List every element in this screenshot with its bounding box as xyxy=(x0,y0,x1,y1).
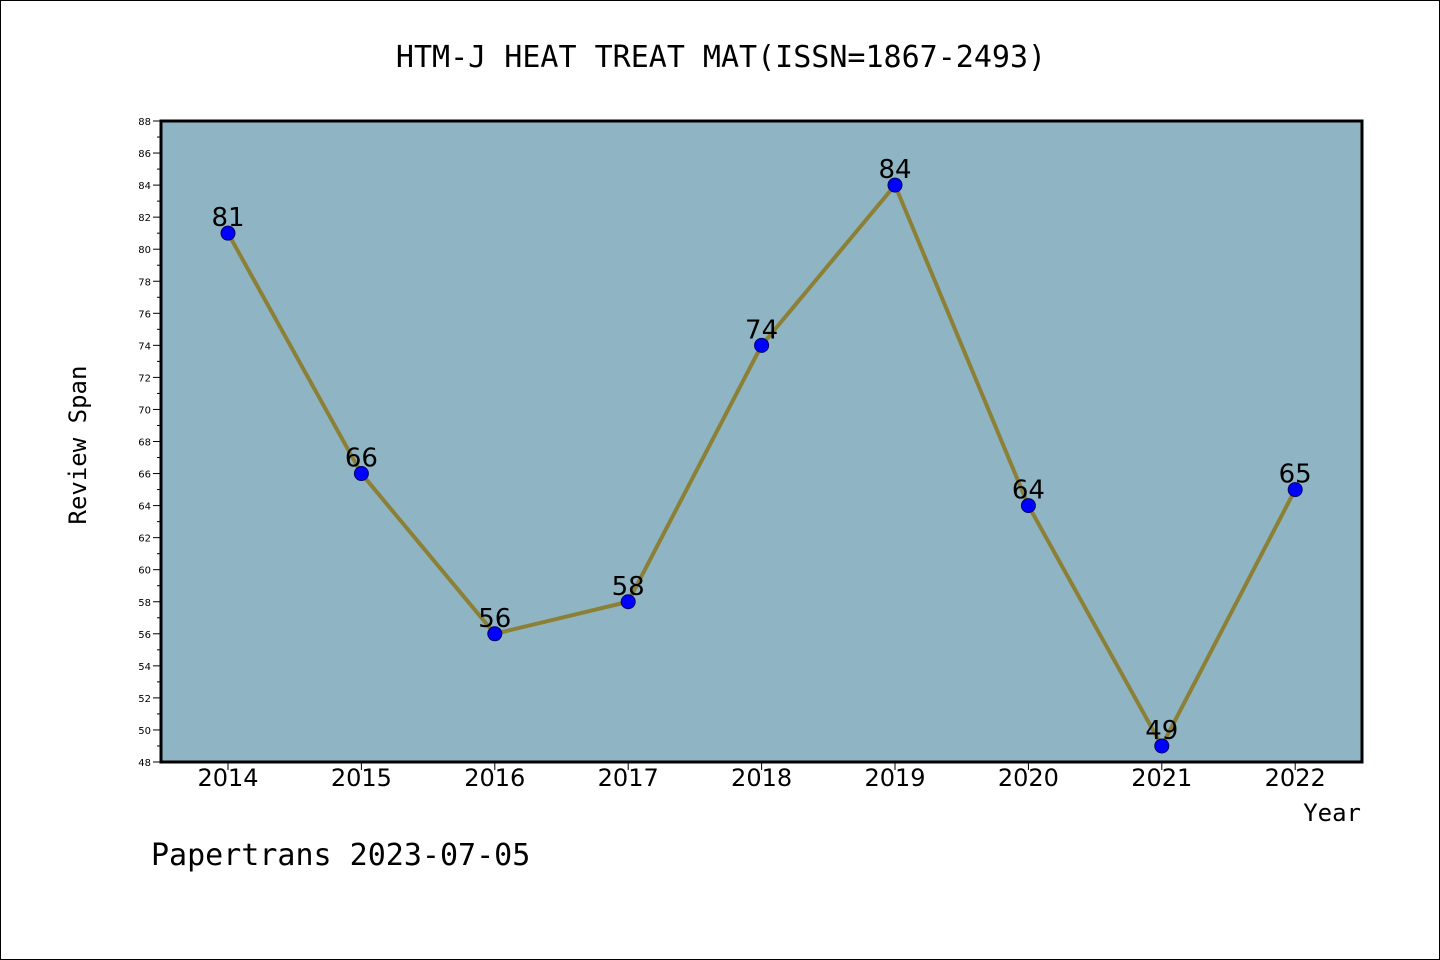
y-tick-label: 52 xyxy=(138,694,151,705)
series-layer: 81 66 56 58 74 84 64 49 65 xyxy=(211,155,1312,754)
data-label: 64 xyxy=(1012,476,1045,506)
data-point xyxy=(620,594,636,610)
x-tick-label: 2014 xyxy=(197,764,258,792)
y-tick-label: 78 xyxy=(138,277,151,288)
y-tick-label: 88 xyxy=(138,117,151,128)
data-point xyxy=(220,225,236,241)
y-tick-label: 74 xyxy=(138,341,151,352)
x-axis-ticks: 2014 2015 2016 2017 2018 2019 2020 2021 2022 xyxy=(197,762,1326,792)
data-label: 74 xyxy=(745,315,778,345)
x-tick-label: 2015 xyxy=(331,764,392,792)
plot-border xyxy=(159,119,1364,764)
y-tick-label: 56 xyxy=(138,630,151,641)
x-tick-label: 2019 xyxy=(864,764,925,792)
y-tick-label: 64 xyxy=(138,502,151,513)
data-label: 81 xyxy=(211,203,244,233)
x-axis-label: Year xyxy=(1303,799,1361,827)
data-point xyxy=(1020,498,1036,514)
data-point xyxy=(487,626,503,642)
data-label: 84 xyxy=(878,155,911,185)
y-tick-label: 54 xyxy=(138,662,151,673)
y-tick-label: 50 xyxy=(138,726,151,737)
y-tick-label: 48 xyxy=(138,758,151,769)
y-tick-label: 86 xyxy=(138,149,151,160)
x-tick-label: 2017 xyxy=(598,764,659,792)
y-tick-label: 82 xyxy=(138,213,151,224)
data-label: 56 xyxy=(478,604,511,634)
data-point xyxy=(754,337,770,353)
y-tick-label: 68 xyxy=(138,438,151,449)
footer-stamp: Papertrans 2023-07-05 xyxy=(151,838,530,873)
y-tick-label: 80 xyxy=(138,245,151,256)
y-axis-ticks: 48 50 52 54 56 58 60 62 64 66 68 70 72 74 76 78 80 82 84 86… xyxy=(138,117,161,769)
data-label: 65 xyxy=(1279,460,1312,490)
data-label: 49 xyxy=(1145,716,1178,746)
y-tick-label: 58 xyxy=(138,598,151,609)
chart-title: HTM-J HEAT TREAT MAT(ISSN=1867-2493) xyxy=(396,40,1046,75)
x-tick-label: 2021 xyxy=(1131,764,1192,792)
y-tick-label: 70 xyxy=(138,405,151,416)
data-point xyxy=(353,466,369,482)
data-point xyxy=(1154,738,1170,754)
y-tick-label: 62 xyxy=(138,534,151,545)
x-tick-label: 2022 xyxy=(1265,764,1326,792)
x-tick-label: 2016 xyxy=(464,764,525,792)
x-tick-label: 2020 xyxy=(998,764,1059,792)
y-tick-label: 66 xyxy=(138,470,151,481)
data-label: 58 xyxy=(612,572,645,602)
y-axis-label: Review Span xyxy=(64,366,92,525)
data-label: 66 xyxy=(345,444,378,474)
x-tick-label: 2018 xyxy=(731,764,792,792)
y-tick-label: 72 xyxy=(138,373,151,384)
y-tick-label: 84 xyxy=(138,181,151,192)
plot-area xyxy=(161,121,1362,762)
data-point xyxy=(1287,482,1303,498)
y-tick-label: 60 xyxy=(138,566,151,577)
data-point xyxy=(887,177,903,193)
y-tick-label: 76 xyxy=(138,309,151,320)
